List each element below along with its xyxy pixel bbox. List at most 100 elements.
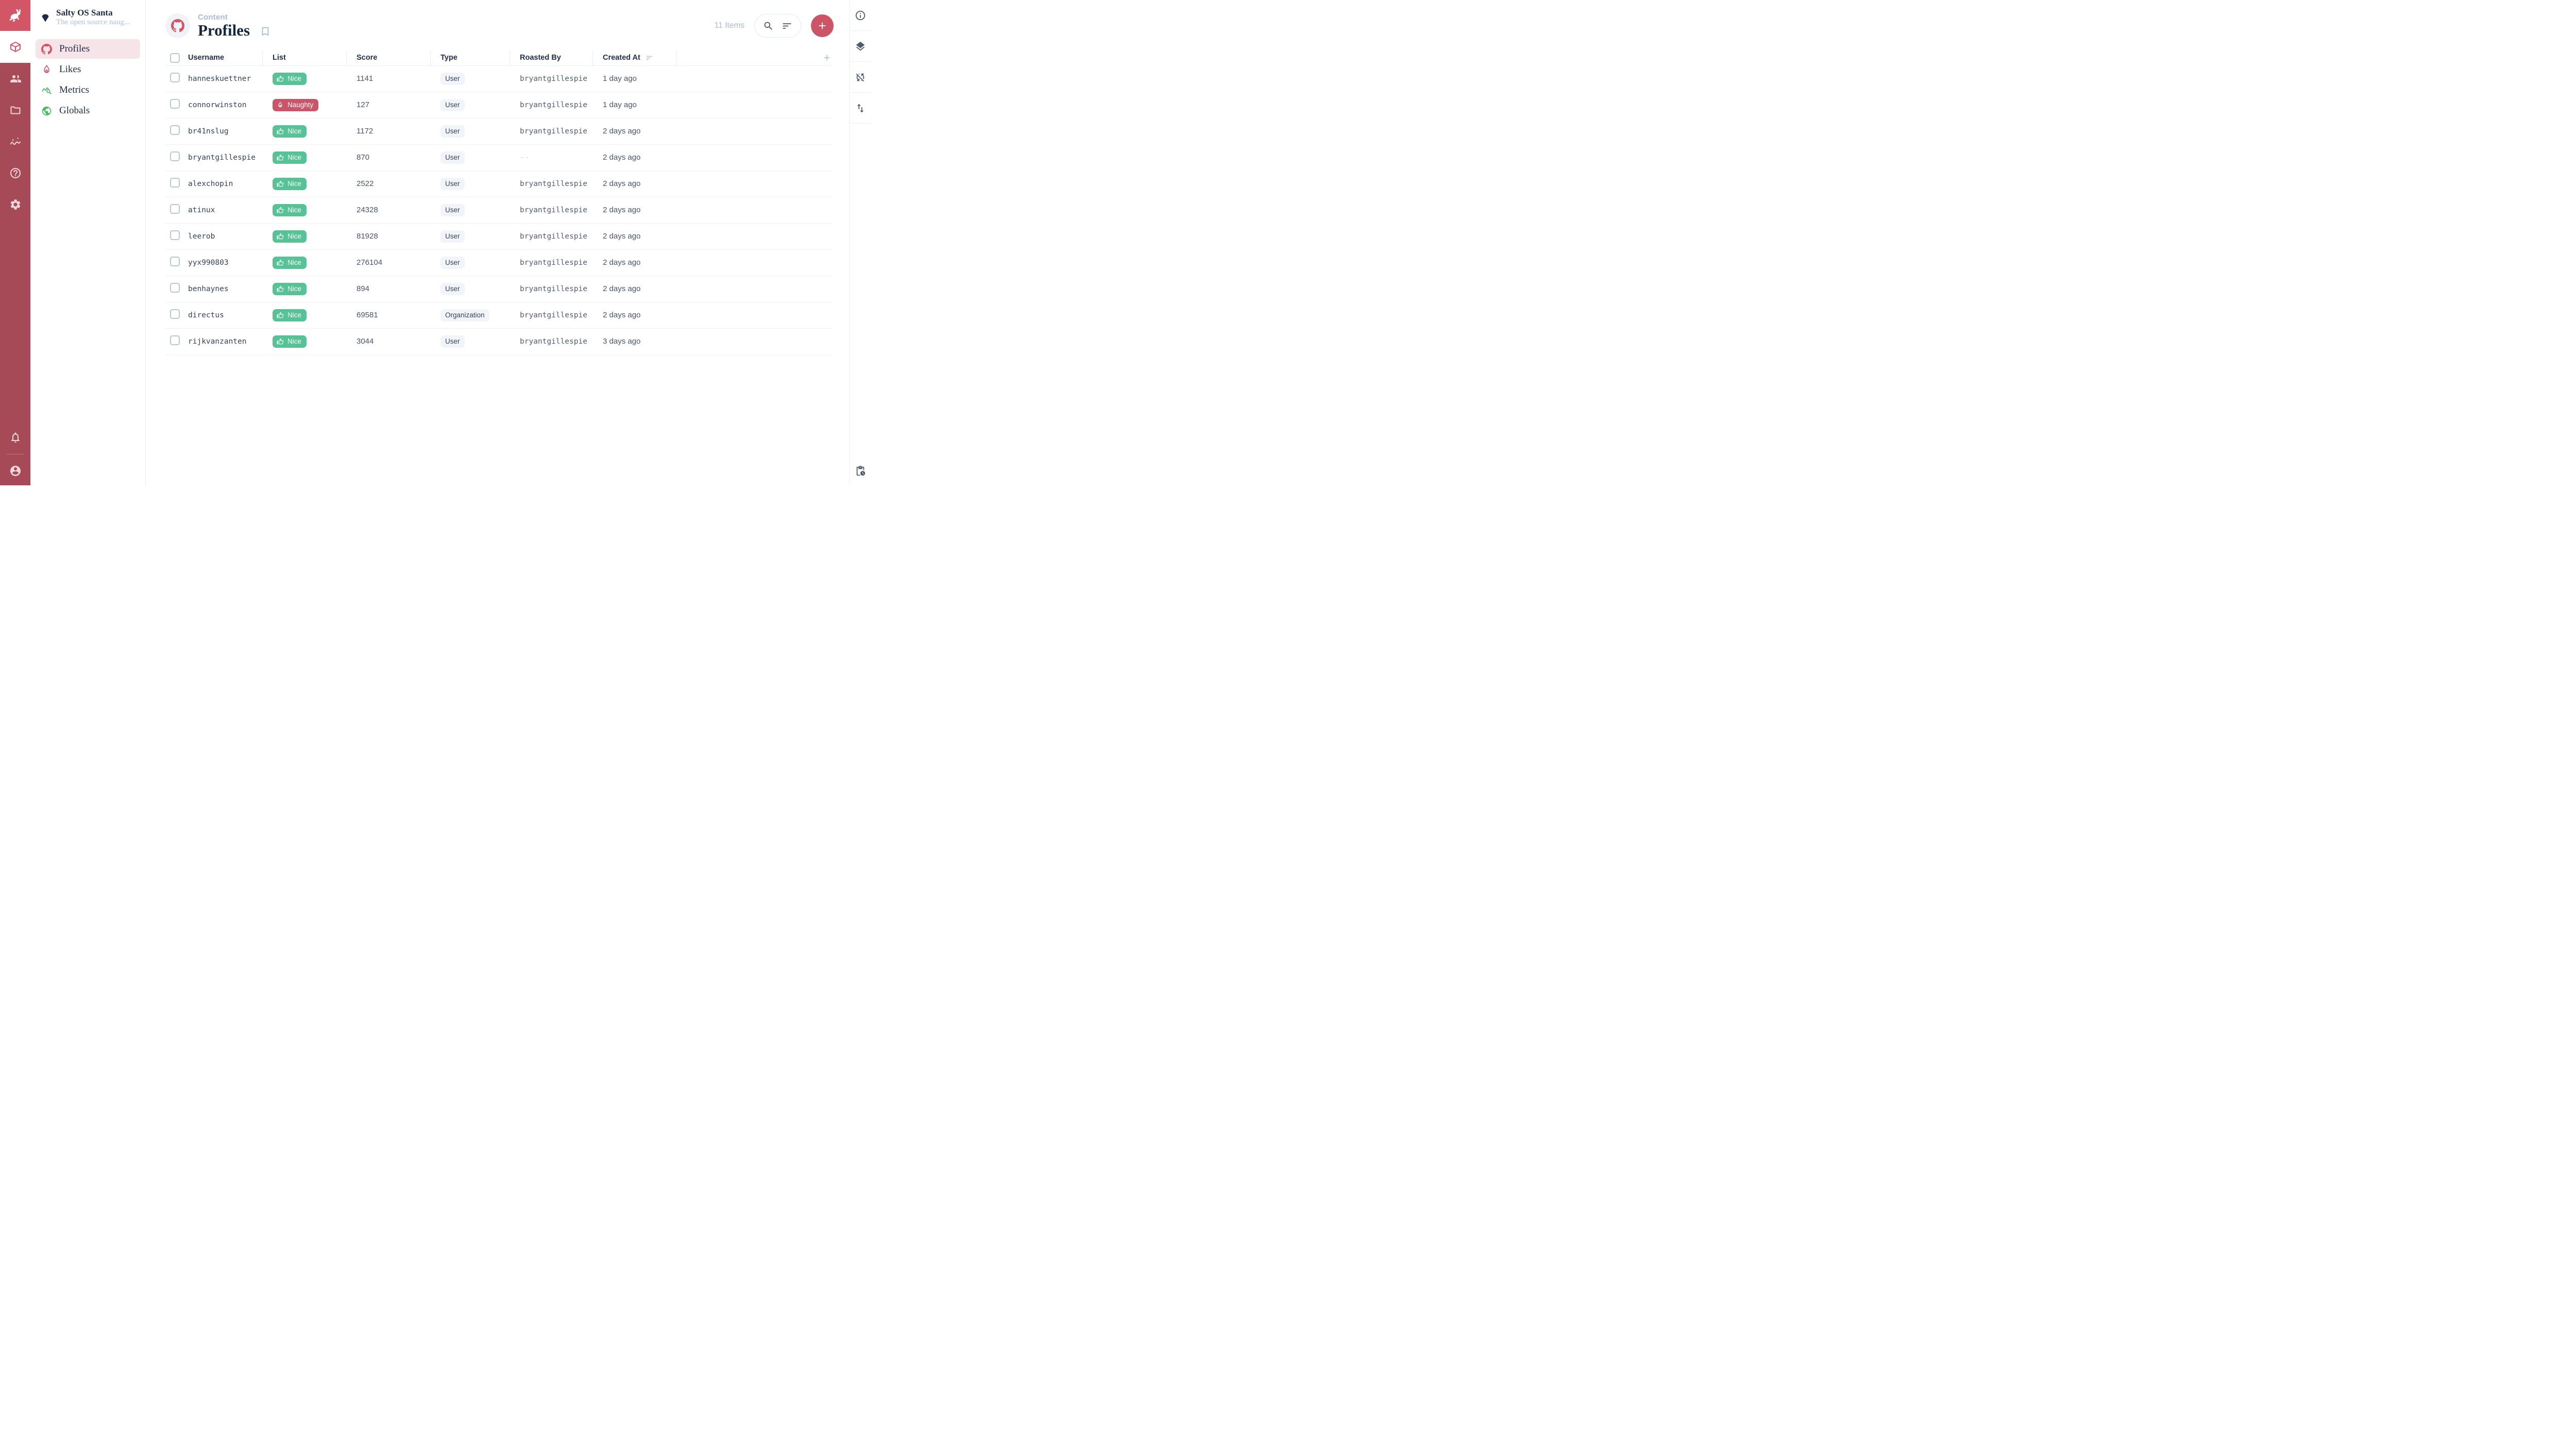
row-checkbox[interactable] [170, 204, 180, 214]
page-title: Profiles [198, 21, 250, 39]
column-header-created_at[interactable]: Created At [593, 50, 676, 65]
nav-item-globals[interactable]: Globals [36, 101, 140, 121]
sidebar-info-button[interactable] [850, 0, 871, 31]
row-checkbox[interactable] [170, 125, 180, 136]
module-content-button[interactable] [0, 31, 30, 63]
project-header[interactable]: Salty OS Santa The open source naug... [30, 0, 145, 33]
sidebar-layers-button[interactable] [850, 31, 871, 62]
list-badge-label: Nice [287, 75, 302, 83]
module-docs-button[interactable] [0, 157, 30, 189]
type-cell: User [431, 72, 510, 85]
list-badge-label: Nice [287, 206, 302, 214]
column-header-roasted_by[interactable]: Roasted By [510, 50, 593, 65]
module-notifications-button[interactable] [0, 423, 30, 452]
module-insights-button[interactable] [0, 126, 30, 157]
type-cell: User [431, 125, 510, 138]
row-checkbox[interactable] [170, 73, 180, 83]
created-at-cell: 2 days ago [603, 153, 641, 162]
row-checkbox[interactable] [170, 335, 180, 346]
list-badge-naughty: Naughty [273, 98, 319, 111]
swap-icon [855, 103, 866, 114]
type-cell: User [431, 256, 510, 269]
row-select-cell [165, 125, 187, 137]
empty-value: -- [520, 153, 530, 162]
nav-item-profiles[interactable]: Profiles [36, 39, 140, 59]
bookmark-icon[interactable] [260, 26, 271, 37]
type-badge: User [440, 72, 465, 85]
nav-item-label: Metrics [59, 84, 90, 95]
roasted-by-cell: bryantgillespie [520, 337, 587, 346]
column-header-username[interactable]: Username [187, 50, 263, 65]
table-row[interactable]: yyx990803 Nice 276104 User bryantgillespie 2 … [165, 250, 833, 276]
sync-off-icon [855, 72, 866, 83]
table-row[interactable]: connorwinston Naughty 127 User bryantgillesp… [165, 92, 833, 118]
add-field-button[interactable] [676, 50, 833, 65]
nav-item-label: Profiles [59, 43, 90, 54]
list-cell: Nice [263, 204, 347, 216]
table-row[interactable]: rijkvanzanten Nice 3044 User bryantgillespie… [165, 329, 833, 355]
column-header-list[interactable]: List [263, 50, 347, 65]
username-cell: rijkvanzanten [188, 337, 247, 346]
row-checkbox[interactable] [170, 257, 180, 267]
row-select-cell [165, 99, 187, 111]
column-label: Score [357, 54, 378, 62]
sidebar-activity-button[interactable] [850, 456, 871, 485]
table-row[interactable]: leerob Nice 81928 User bryantgillespie 2 days… [165, 224, 833, 250]
table-row[interactable]: benhaynes Nice 894 User bryantgillespie 2 day… [165, 276, 833, 302]
table-row[interactable]: atinux Nice 24328 User bryantgillespie 2 days… [165, 197, 833, 224]
bell-icon [9, 431, 22, 444]
gear-icon [9, 198, 22, 211]
github-icon [41, 43, 52, 55]
filter-icon[interactable] [782, 21, 792, 31]
search-icon[interactable] [763, 21, 774, 31]
select-all-cell [165, 50, 187, 65]
module-account-button[interactable] [0, 456, 30, 485]
row-checkbox[interactable] [170, 230, 180, 241]
select-all-checkbox[interactable] [170, 53, 180, 63]
people-icon [9, 73, 22, 85]
logo-button[interactable] [0, 0, 30, 31]
table-row[interactable]: alexchopin Nice 2522 User bryantgillespie 2 d… [165, 171, 833, 197]
module-files-button[interactable] [0, 94, 30, 126]
sidebar-sort-items-button[interactable] [850, 93, 871, 124]
module-users-button[interactable] [0, 63, 30, 94]
row-checkbox[interactable] [170, 151, 180, 162]
list-badge-label: Nice [287, 154, 302, 162]
nav-item-metrics[interactable]: Metrics [36, 80, 140, 100]
type-cell: User [431, 282, 510, 295]
username-cell: bryantgillespie [188, 153, 256, 162]
add-item-button[interactable] [811, 14, 834, 38]
column-header-score[interactable]: Score [347, 50, 431, 65]
row-checkbox[interactable] [170, 99, 180, 109]
collection-avatar [165, 13, 190, 39]
type-badge: User [440, 177, 465, 190]
sidebar-live-preview-off-button[interactable] [850, 62, 871, 93]
plus-icon [817, 20, 828, 31]
nav-item-likes[interactable]: Likes [36, 60, 140, 79]
row-checkbox[interactable] [170, 309, 180, 319]
list-cell: Nice [263, 151, 347, 164]
insights-icon [9, 136, 22, 148]
score-cell: 894 [357, 284, 370, 294]
roasted-by-cell: bryantgillespie [520, 311, 587, 319]
info-icon [855, 10, 866, 21]
list-badge-nice: Nice [273, 309, 307, 321]
score-cell: 2522 [357, 179, 374, 189]
row-checkbox[interactable] [170, 283, 180, 293]
table-row[interactable]: bryantgillespie Nice 870 User -- 2 days ago [165, 145, 833, 171]
username-cell: atinux [188, 206, 215, 214]
items-count: 11 Items [714, 21, 744, 30]
list-badge-label: Naughty [287, 101, 314, 109]
module-settings-button[interactable] [0, 189, 30, 220]
column-header-type[interactable]: Type [431, 50, 510, 65]
type-cell: User [431, 335, 510, 348]
type-badge: User [440, 125, 465, 138]
score-cell: 81928 [357, 232, 378, 241]
row-select-cell [165, 204, 187, 216]
table-row[interactable]: directus Nice 69581 Organization bryantgille… [165, 302, 833, 329]
username-cell: leerob [188, 232, 215, 241]
row-checkbox[interactable] [170, 178, 180, 188]
search-filter-pill [754, 14, 801, 38]
table-row[interactable]: hanneskuettner Nice 1141 User bryantgillespi… [165, 66, 833, 92]
table-row[interactable]: br41nslug Nice 1172 User bryantgillespie 2 da… [165, 118, 833, 145]
